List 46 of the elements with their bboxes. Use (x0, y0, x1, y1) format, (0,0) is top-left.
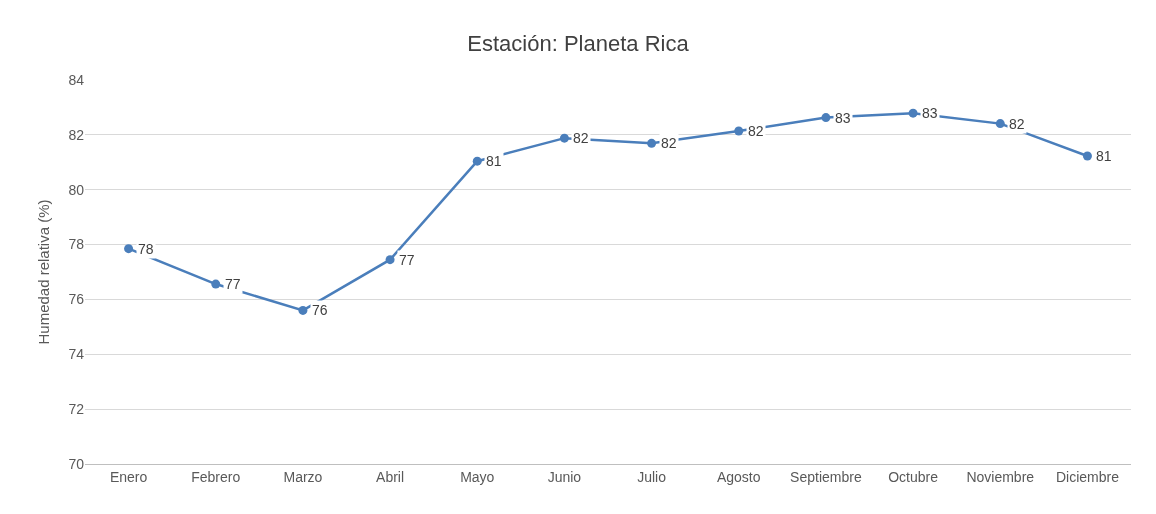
point (647, 138, 657, 148)
y-tick-label: 70 (68, 455, 85, 472)
point (124, 244, 134, 254)
x-tick-label: Mayo (460, 468, 495, 485)
x-tick-label: Febrero (191, 468, 241, 485)
data-label: 83 (922, 105, 938, 121)
y-tick-label: 74 (68, 346, 85, 363)
point (211, 279, 221, 289)
point (908, 108, 918, 118)
x-tick-label: Diciembre (1055, 468, 1120, 485)
y-axis-title: Humedad relativa (%) (34, 199, 52, 345)
point (385, 255, 395, 265)
x-tick-label: Septiembre (790, 468, 862, 485)
point (472, 156, 482, 166)
chart-title: Estación: Planeta Rica (467, 31, 690, 57)
data-label: 76 (312, 302, 328, 318)
x-tick-label: Junio (547, 468, 582, 485)
y-tick-label: 82 (68, 126, 85, 143)
y-tick-label: 80 (68, 181, 85, 198)
point (298, 305, 308, 315)
point (821, 113, 831, 123)
data-label: 78 (138, 241, 154, 257)
data-label: 82 (661, 135, 677, 151)
x-tick-label: Noviembre (966, 468, 1035, 485)
y-tick-label: 72 (68, 401, 85, 418)
y-tick-label: 84 (68, 71, 85, 88)
data-label: 82 (748, 123, 764, 139)
y-tick-label: 78 (68, 236, 85, 253)
data-label: 77 (399, 252, 415, 268)
x-tick-label: Abril (376, 468, 405, 485)
x-tick-label: Julio (637, 468, 667, 485)
data-label: 83 (835, 110, 851, 126)
x-tick-label: Enero (109, 468, 148, 485)
point (559, 133, 569, 143)
data-label: 77 (225, 276, 241, 292)
point (734, 126, 744, 136)
data-label: 82 (1009, 116, 1025, 132)
data-label: 82 (573, 130, 589, 146)
data-label: 81 (486, 153, 502, 169)
y-tick-label: 76 (68, 291, 85, 308)
x-tick-label: Marzo (283, 468, 323, 485)
data-label: 81 (1096, 148, 1112, 164)
point (1082, 151, 1092, 161)
point (995, 119, 1005, 129)
x-tick-label: Agosto (716, 468, 761, 485)
x-tick-label: Octubre (888, 468, 939, 485)
